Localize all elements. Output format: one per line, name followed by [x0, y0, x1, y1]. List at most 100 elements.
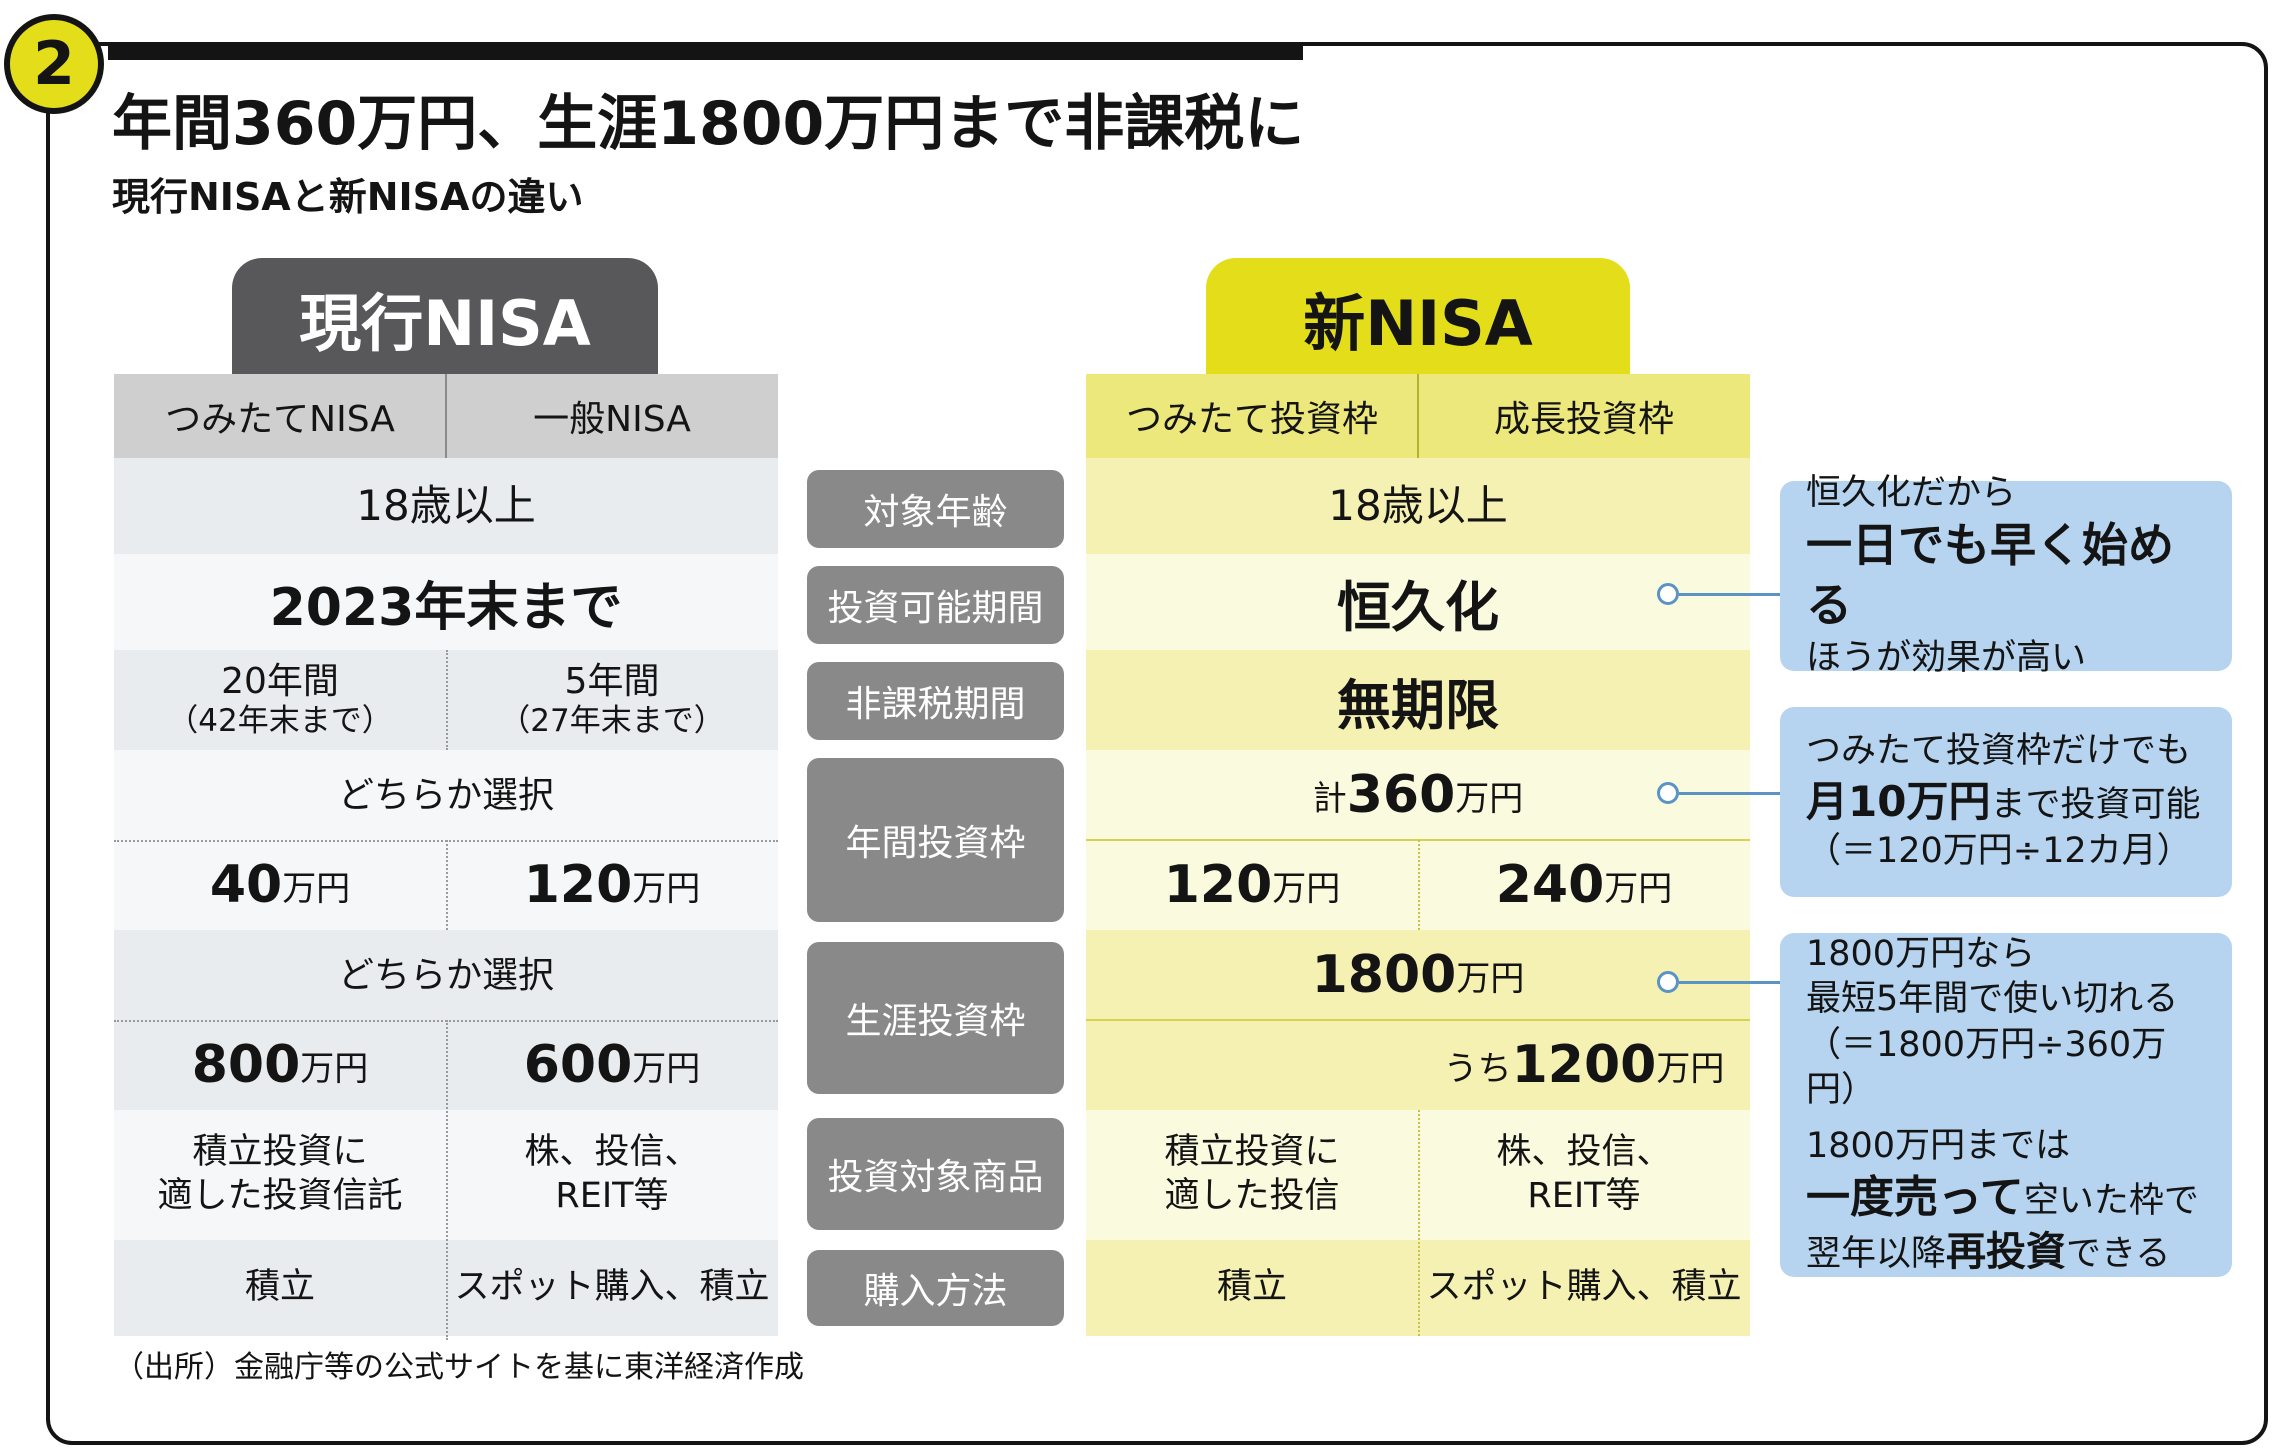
tab-current-label: 現行NISA — [299, 287, 591, 360]
current-annual-tsumitate-cell: 40 万円 — [114, 840, 446, 930]
current-period-cell: 2023年末まで — [114, 554, 778, 650]
new-age-cell: 18歳以上 — [1086, 458, 1750, 554]
callout1-line3: ほうが効果が高い — [1806, 637, 2087, 678]
current-tax-divider — [446, 650, 448, 750]
new-period-value: 恒久化 — [1337, 575, 1499, 639]
callout1-emphasis: 一日でも早く始める — [1806, 518, 2174, 632]
label-lifetime-limit-text: 生涯投資枠 — [845, 1001, 1026, 1042]
current-lower-divider-v — [446, 1020, 448, 1340]
callout-start-early: 恒久化だから 一日でも早く始める ほうが効果が高い — [1780, 473, 2232, 678]
label-annual-limit: 年間投資枠 — [807, 758, 1064, 922]
label-target-age: 対象年齢 — [807, 470, 1064, 548]
new-col2-label: 成長投資枠 — [1493, 399, 1674, 440]
new-buy-tsumitate-cell: 積立 — [1086, 1240, 1418, 1336]
new-life-sub-number: 1200 — [1511, 1035, 1657, 1095]
new-life-growth-cell: うち 1200 万円 — [1418, 1020, 1750, 1110]
new-annual-total-number: 360 — [1346, 765, 1456, 825]
connector-line-annual — [1679, 792, 1780, 795]
current-tax1-line1: 20年間 — [221, 660, 339, 702]
connector-dot-period — [1657, 583, 1679, 605]
current-life2-number: 600 — [523, 1035, 633, 1095]
new-life-sub-unit: 万円 — [1656, 1048, 1725, 1089]
new-annual-total-cell: 計 360 万円 — [1086, 750, 1750, 840]
new-products-growth-cell: 株、投信、 REIT等 — [1418, 1110, 1750, 1240]
current-annual-choice: どちらか選択 — [114, 750, 778, 840]
connector-line-lifetime — [1679, 981, 1780, 984]
callout-lifetime-reuse: 1800万円なら 最短5年間で使い切れる （＝1800万円÷360万円） 180… — [1780, 933, 2232, 1277]
label-lifetime-limit: 生涯投資枠 — [807, 942, 1064, 1094]
current-tax-tsumitate-cell: 20年間 （42年末まで） — [114, 650, 446, 750]
callout3-line2: 最短5年間で使い切れる — [1806, 979, 2179, 1020]
current-col-ippan-header: 一般NISA — [446, 374, 778, 458]
new-annual1-unit: 万円 — [1272, 868, 1341, 909]
label-target-age-text: 対象年齢 — [863, 492, 1008, 533]
new-prod2-line2: REIT等 — [1527, 1176, 1641, 1216]
current-annual2-unit: 万円 — [632, 868, 701, 909]
callout3-post: できる — [2066, 1234, 2171, 1275]
current-period-value: 2023年末まで — [269, 577, 623, 638]
new-life-sub-prefix: うち — [1443, 1048, 1512, 1089]
top-rule — [108, 42, 1303, 60]
new-annual-prefix: 計 — [1312, 778, 1347, 819]
callout3-rest: 空いた枠で — [2023, 1181, 2199, 1222]
current-annual2-number: 120 — [523, 855, 633, 915]
label-eligible-products-text: 投資対象商品 — [827, 1157, 1044, 1198]
current-tax2-line1: 5年間 — [564, 660, 660, 702]
new-annual-tsumitate-cell: 120 万円 — [1086, 840, 1418, 930]
label-tax-free-period-text: 非課税期間 — [845, 684, 1026, 725]
current-col2-label: 一般NISA — [533, 399, 691, 440]
new-row-tax-bg — [1086, 650, 1750, 750]
current-row-age-bg — [114, 458, 778, 554]
new-buy-growth-cell: スポット購入、積立 — [1418, 1240, 1750, 1336]
current-buy-ippan-cell: スポット購入、積立 — [446, 1240, 778, 1336]
section-number-badge: 2 — [4, 14, 104, 114]
callout2-line2: 月10万円まで投資可能 — [1806, 775, 2206, 830]
callout3-line6: 翌年以降再投資できる — [1806, 1226, 2206, 1278]
new-annual1-number: 120 — [1163, 855, 1273, 915]
label-purchase-method-text: 購入方法 — [863, 1271, 1008, 1312]
page-subtitle: 現行NISAと新NISAの違い — [112, 175, 584, 219]
new-life-total-number: 1800 — [1311, 945, 1457, 1005]
page-title: 年間360万円、生涯1800万円まで非課税に — [112, 89, 1305, 159]
new-age-value: 18歳以上 — [1328, 480, 1508, 530]
label-eligible-products: 投資対象商品 — [807, 1118, 1064, 1230]
current-annual1-number: 40 — [209, 855, 283, 915]
tab-current-nisa: 現行NISA — [232, 258, 658, 378]
current-col-tsumitate-header: つみたてNISA — [114, 374, 446, 458]
new-col-growth-header: 成長投資枠 — [1418, 374, 1750, 458]
new-products-tsumitate-cell: 積立投資に 適した投信 — [1086, 1110, 1418, 1240]
current-products-tsumitate-cell: 積立投資に 適した投資信託 — [114, 1110, 446, 1240]
new-annual-growth-cell: 240 万円 — [1418, 840, 1750, 930]
current-tax1-line2: （42年末まで） — [167, 703, 393, 739]
current-prod1-line1: 積立投資に — [192, 1132, 368, 1173]
new-period-cell: 恒久化 — [1086, 554, 1750, 650]
label-annual-limit-text: 年間投資枠 — [845, 823, 1026, 864]
current-buy-tsumitate-cell: 積立 — [114, 1240, 446, 1336]
source-note: （出所）金融庁等の公式サイトを基に東洋経済作成 — [114, 1350, 804, 1385]
new-buy2-text: スポット購入、積立 — [1426, 1267, 1742, 1308]
current-life2-unit: 万円 — [632, 1048, 701, 1089]
new-life-total-cell: 1800 万円 — [1086, 930, 1750, 1020]
callout3-emphasis: 一度売って — [1806, 1172, 2024, 1224]
new-annual-divider-v — [1418, 840, 1420, 930]
current-age-cell: 18歳以上 — [114, 458, 778, 554]
current-life1-number: 800 — [191, 1035, 301, 1095]
callout2-line1: つみたて投資枠だけでも — [1806, 731, 2192, 772]
current-buy1-text: 積立 — [244, 1267, 315, 1308]
callout3-line4: 1800万円までは — [1806, 1125, 2071, 1166]
current-life-choice-text: どちらか選択 — [337, 954, 554, 996]
current-annual1-unit: 万円 — [282, 868, 351, 909]
new-prod1-line1: 積立投資に — [1164, 1132, 1340, 1173]
new-buy1-text: 積立 — [1216, 1267, 1287, 1308]
new-header-divider — [1417, 374, 1419, 458]
current-prod2-line1: 株、投信、 — [524, 1132, 700, 1173]
current-col1-label: つみたてNISA — [165, 399, 395, 440]
callout2-emphasis: 月10万円 — [1806, 776, 1991, 826]
current-life-choice: どちらか選択 — [114, 930, 778, 1020]
tab-new-label: 新NISA — [1303, 287, 1533, 360]
connector-line-period — [1679, 593, 1780, 596]
badge-number: 2 — [33, 29, 75, 99]
current-tax2-line2: （27年末まで） — [499, 703, 725, 739]
new-prod2-line1: 株、投信、 — [1496, 1132, 1672, 1173]
current-tax-ippan-cell: 5年間 （27年末まで） — [446, 650, 778, 750]
